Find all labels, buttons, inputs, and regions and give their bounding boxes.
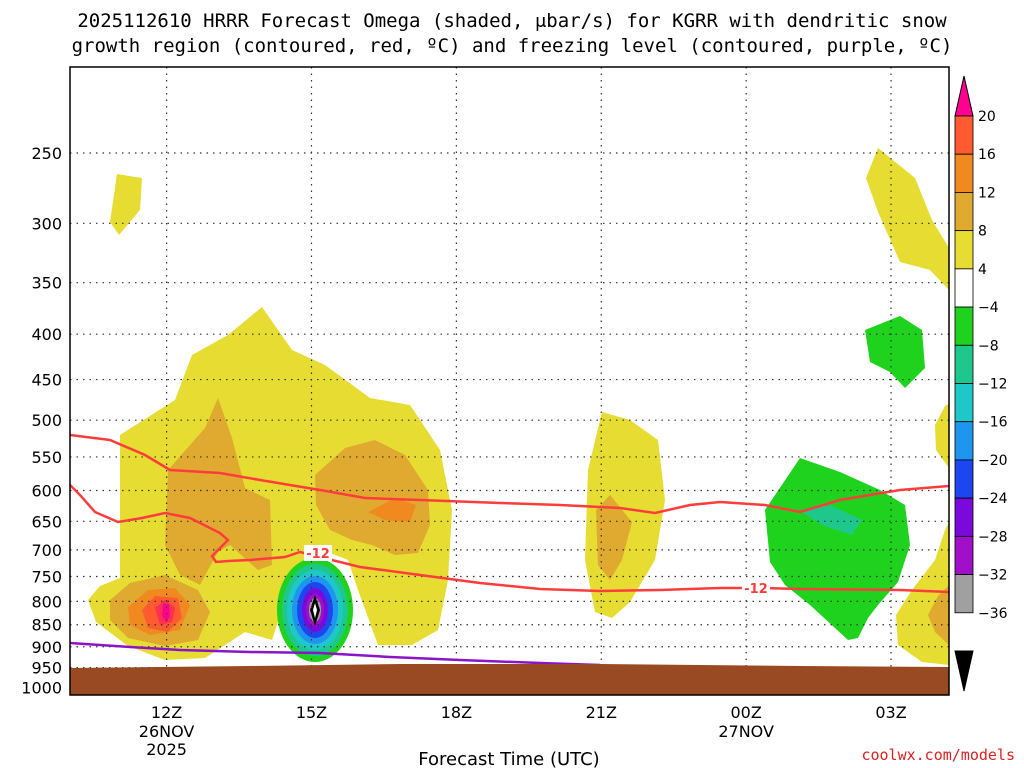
omega-region-green-right	[765, 458, 910, 640]
chart-title-line-2: growth region (contoured, red, ºC) and f…	[72, 35, 953, 57]
colorbar-swatch-13	[954, 574, 974, 614]
colorbar-swatch-12	[954, 535, 974, 575]
omega-region-green-upper-right	[865, 316, 925, 388]
dgz-lower-contour	[70, 484, 949, 594]
dgz-label-background-1	[304, 545, 332, 561]
colorbar-swatch-6	[954, 306, 974, 346]
colorbar-label--4: −4	[978, 300, 999, 316]
y-tick-label-350: 350	[31, 274, 62, 293]
omega-region-orange-upper	[165, 398, 272, 585]
x-tick-label-15Z: 15Z	[296, 703, 327, 722]
colorbar-label--28: −28	[978, 529, 1008, 545]
x-tick-label-18Z: 18Z	[441, 703, 472, 722]
x-tick-label-21Z: 21Z	[586, 703, 617, 722]
colorbar-label-20: 20	[978, 109, 996, 125]
x-axis-label: Forecast Time (UTC)	[418, 749, 599, 768]
y-tick-label-900: 900	[31, 638, 62, 657]
dgz-label-background-2	[742, 580, 770, 596]
colorbar-label--16: −16	[978, 415, 1008, 431]
bullseye-core-white	[313, 603, 317, 618]
y-tick-label-400: 400	[31, 325, 62, 344]
colorbar-label--32: −32	[978, 568, 1008, 584]
y-tick-label-1000: 1000	[21, 678, 62, 697]
colorbar-swatch-8	[954, 383, 974, 423]
chart-title-line-1: 2025112610 HRRR Forecast Omega (shaded, …	[77, 10, 947, 32]
y-axis-ticks: 250 300 350 400 450 500 550 600 650 700 750 800 850 9…	[21, 144, 62, 697]
omega-green-regions	[765, 316, 925, 640]
colorbar-label-16: 16	[978, 147, 996, 163]
y-tick-label-950: 950	[31, 659, 62, 678]
credit-text: coolwx.com/models	[861, 746, 1015, 764]
omega-region-yellow-right-edge	[935, 404, 949, 468]
x-tick-label-03Z: 03Z	[875, 703, 906, 722]
colorbar-swatch-11	[954, 497, 974, 537]
colorbar-label--8: −8	[978, 338, 999, 354]
dgz-label-1: -12	[306, 547, 330, 562]
omega-region-orange-right	[928, 585, 949, 645]
omega-region-teal-right	[802, 505, 862, 535]
omega-region-yellow-upper-left	[110, 174, 142, 235]
y-tick-label-550: 550	[31, 448, 62, 467]
omega-region-yellow-upper-right	[866, 148, 949, 290]
x-tick-label-12Z: 12Z	[151, 703, 182, 722]
y-tick-label-650: 650	[31, 512, 62, 531]
colorbar-bottom-arrow	[954, 650, 974, 692]
colorbar-label--24: −24	[978, 491, 1008, 507]
y-tick-label-600: 600	[31, 481, 62, 500]
dgz-contour-labels: -12 -12	[304, 545, 770, 597]
y-tick-label-500: 500	[31, 411, 62, 430]
x-tick-sublabel-2025: 2025	[146, 740, 187, 759]
dgz-label-2: -12	[744, 582, 768, 597]
x-tick-sublabel-27NOV: 27NOV	[718, 722, 774, 741]
colorbar-label-4: 4	[978, 262, 987, 278]
freezing-level-contour	[70, 641, 601, 667]
y-tick-label-750: 750	[31, 567, 62, 586]
x-tick-label-00Z: 00Z	[730, 703, 761, 722]
colorbar-swatch-2	[954, 153, 974, 193]
colorbar-swatch-7	[954, 344, 974, 384]
y-tick-label-250: 250	[31, 144, 62, 163]
ground-terrain	[70, 664, 949, 695]
y-tick-label-700: 700	[31, 541, 62, 560]
colorbar: 20 16 12 8 4 −4 −8 −12 −16 −20 −24 −28 −32 −36	[954, 75, 1008, 692]
omega-region-darkorange-center	[368, 498, 416, 522]
plot-area: -12 -12	[70, 67, 949, 695]
colorbar-label--12: −12	[978, 377, 1008, 393]
dgz-upper-contour	[70, 433, 949, 515]
y-tick-label-450: 450	[31, 371, 62, 390]
y-tick-label-800: 800	[31, 592, 62, 611]
colorbar-swatch-1	[954, 115, 974, 155]
colorbar-label--36: −36	[978, 606, 1008, 622]
y-tick-label-300: 300	[31, 214, 62, 233]
plot-frame	[69, 66, 950, 696]
colorbar-swatch-3	[954, 192, 974, 232]
y-tick-label-850: 850	[31, 616, 62, 635]
x-tick-sublabel-26NOV: 26NOV	[139, 722, 195, 741]
grid-lines	[70, 67, 949, 695]
colorbar-label-12: 12	[978, 185, 996, 201]
colorbar-label--20: −20	[978, 453, 1008, 469]
colorbar-top-arrow	[954, 75, 974, 117]
colorbar-swatch-9	[954, 421, 974, 461]
omega-sinking-bullseye	[277, 558, 353, 662]
colorbar-swatch-4	[954, 230, 974, 270]
colorbar-label-8: 8	[978, 224, 987, 240]
omega-region-orange-mid	[596, 495, 632, 580]
colorbar-swatch-5	[954, 268, 974, 308]
colorbar-swatch-10	[954, 459, 974, 499]
